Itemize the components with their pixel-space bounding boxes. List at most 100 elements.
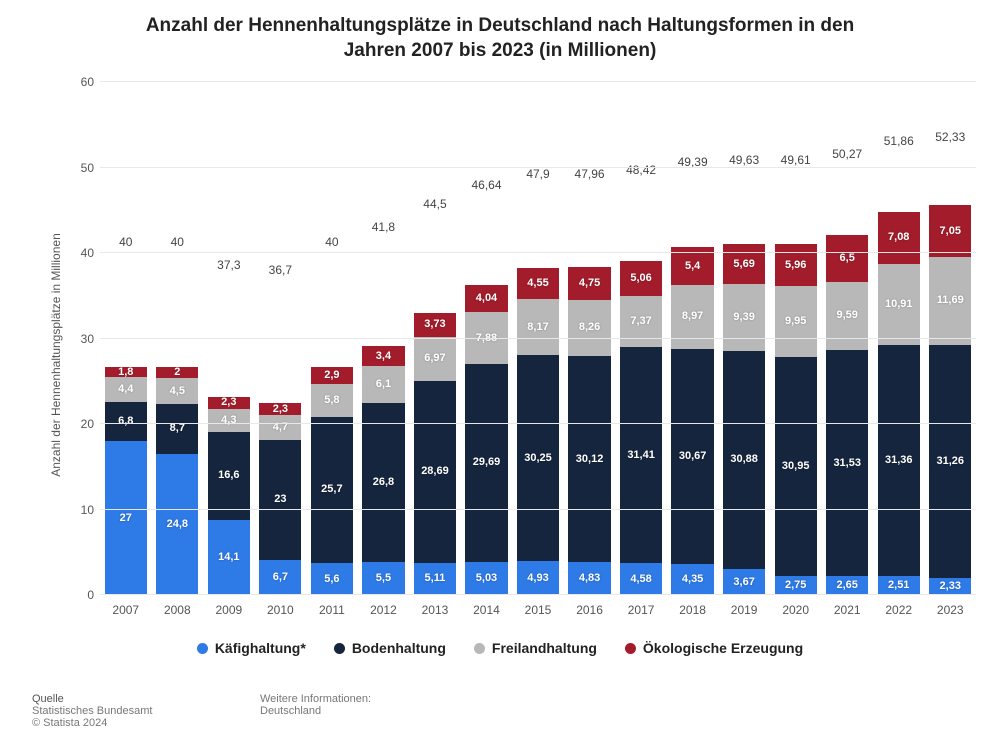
segment-label: 6,7 bbox=[273, 572, 288, 583]
footer-more: Weitere Informationen: Deutschland bbox=[260, 693, 371, 729]
segment-label: 23 bbox=[274, 494, 286, 505]
legend-label: Bodenhaltung bbox=[352, 640, 446, 656]
segment-label: 2,3 bbox=[221, 397, 236, 408]
bar-segment-boden: 16,6 bbox=[208, 432, 250, 520]
segment-label: 6,1 bbox=[376, 379, 391, 390]
bar-segment-kaefig: 5,5 bbox=[362, 562, 404, 595]
bar-segment-kaefig: 2,75 bbox=[775, 576, 817, 595]
total-label: 41,8 bbox=[372, 220, 395, 238]
bar: 4,8330,128,264,7547,96 bbox=[568, 185, 610, 595]
bar-segment-freiland: 4,3 bbox=[208, 409, 250, 432]
bar-slot: 2,6531,539,596,550,27 bbox=[821, 82, 873, 595]
segment-label: 6,8 bbox=[118, 416, 133, 427]
bar-segment-freiland: 5,8 bbox=[311, 384, 353, 417]
segment-label: 24,8 bbox=[167, 519, 188, 530]
segment-label: 26,8 bbox=[373, 477, 394, 488]
bar-slot: 4,8330,128,264,7547,96 bbox=[564, 82, 616, 595]
segment-label: 11,69 bbox=[937, 295, 964, 306]
total-label: 36,7 bbox=[269, 263, 292, 281]
legend: Käfighaltung*BodenhaltungFreilandhaltung… bbox=[0, 640, 1000, 656]
bar-segment-freiland: 9,95 bbox=[775, 286, 817, 356]
bar-segment-oeko: 2,3 bbox=[259, 403, 301, 415]
bar-segment-kaefig: 2,65 bbox=[826, 576, 868, 595]
bar-slot: 4,5831,417,375,0648,42 bbox=[615, 82, 667, 595]
ytick-label: 50 bbox=[64, 161, 100, 175]
bar-slot: 24,88,74,5240 bbox=[152, 82, 204, 595]
segment-label: 2,75 bbox=[785, 580, 806, 591]
segment-label: 8,26 bbox=[579, 322, 600, 333]
gridline bbox=[100, 167, 976, 168]
bar-segment-oeko: 3,73 bbox=[414, 313, 456, 337]
total-label: 51,86 bbox=[884, 134, 914, 152]
segment-label: 7,08 bbox=[888, 232, 909, 243]
bar-segment-boden: 30,67 bbox=[671, 349, 713, 565]
bar-segment-boden: 31,53 bbox=[826, 350, 868, 576]
segment-label: 4,3 bbox=[221, 415, 236, 426]
legend-swatch bbox=[334, 643, 345, 654]
bar: 2,7530,959,955,9649,61 bbox=[775, 171, 817, 595]
bar: 2,5131,3610,917,0851,86 bbox=[878, 152, 920, 595]
gridline bbox=[100, 423, 976, 424]
bar-segment-oeko: 7,08 bbox=[878, 212, 920, 264]
segment-label: 5,4 bbox=[685, 261, 700, 272]
bar-segment-kaefig: 4,93 bbox=[517, 561, 559, 595]
more-heading: Weitere Informationen: bbox=[260, 693, 371, 705]
bar: 2,6531,539,596,550,27 bbox=[826, 165, 868, 595]
bar-segment-oeko: 4,04 bbox=[465, 285, 507, 312]
bar-slot: 2,51 31,36 10,91 7,08 51,86 bbox=[873, 82, 925, 595]
bar-segment-freiland: 9,39 bbox=[723, 284, 765, 350]
segment-label: 31,36 bbox=[885, 455, 913, 466]
bar-slot: 5,526,86,13,441,8 bbox=[358, 82, 410, 595]
bar-slot: 2,7530,959,955,9649,61 bbox=[770, 82, 822, 595]
bar-segment-kaefig: 2,33 bbox=[929, 578, 971, 595]
bar-segment-kaefig: 3,67 bbox=[723, 569, 765, 595]
bar-segment-boden: 31,26 bbox=[929, 345, 971, 578]
segment-label: 4,58 bbox=[630, 574, 651, 585]
bar-segment-boden: 29,69 bbox=[465, 364, 507, 561]
legend-label: Freilandhaltung bbox=[492, 640, 597, 656]
bar-segment-kaefig: 27 bbox=[105, 441, 147, 595]
ytick-label: 30 bbox=[64, 332, 100, 346]
x-label: 2019 bbox=[718, 603, 770, 617]
bar-segment-kaefig: 4,58 bbox=[620, 563, 662, 595]
segment-label: 5,6 bbox=[324, 574, 339, 585]
bar-segment-boden: 30,88 bbox=[723, 351, 765, 569]
bar-segment-oeko: 4,75 bbox=[568, 267, 610, 299]
segment-label: 5,06 bbox=[630, 273, 651, 284]
segment-label: 2,3 bbox=[273, 404, 288, 415]
bar: 5,0329,697,884,0446,64 bbox=[465, 196, 507, 595]
segment-label: 31,41 bbox=[627, 450, 655, 461]
segment-label: 30,95 bbox=[782, 461, 810, 472]
total-label: 44,5 bbox=[423, 197, 446, 215]
segment-label: 31,26 bbox=[937, 456, 965, 467]
bar-segment-freiland: 6,1 bbox=[362, 366, 404, 402]
segment-label: 27 bbox=[120, 513, 132, 524]
bar-segment-kaefig: 2,51 bbox=[878, 576, 920, 595]
segment-label: 8,97 bbox=[682, 311, 703, 322]
bar-segment-oeko: 2,3 bbox=[208, 397, 250, 409]
footer-source: Quelle Statistisches Bundesamt © Statist… bbox=[32, 693, 152, 729]
bar-segment-boden: 8,7 bbox=[156, 404, 198, 454]
segment-label: 4,75 bbox=[579, 278, 600, 289]
x-label: 2009 bbox=[203, 603, 255, 617]
x-label: 2013 bbox=[409, 603, 461, 617]
bar: 4,3530,678,975,449,39 bbox=[671, 173, 713, 595]
legend-swatch bbox=[197, 643, 208, 654]
total-label: 46,64 bbox=[471, 178, 501, 196]
bar-segment-freiland: 6,97 bbox=[414, 337, 456, 381]
segment-label: 28,69 bbox=[421, 466, 449, 477]
segment-label: 29,69 bbox=[473, 457, 501, 468]
x-label: 2007 bbox=[100, 603, 152, 617]
bar-segment-freiland: 8,97 bbox=[671, 285, 713, 348]
x-label: 2008 bbox=[152, 603, 204, 617]
title-line1: Anzahl der Hennenhaltungsplätze in Deuts… bbox=[146, 15, 854, 36]
bar-slot: 4,3530,678,975,449,39 bbox=[667, 82, 719, 595]
legend-swatch bbox=[474, 643, 485, 654]
x-label: 2015 bbox=[512, 603, 564, 617]
bar-segment-oeko: 7,05 bbox=[929, 205, 971, 258]
x-label: 2018 bbox=[667, 603, 719, 617]
bar-segment-freiland: 4,5 bbox=[156, 378, 198, 404]
x-label: 2014 bbox=[461, 603, 513, 617]
bar-segment-freiland: 10,91 bbox=[878, 264, 920, 345]
bar-segment-boden: 31,36 bbox=[878, 345, 920, 577]
